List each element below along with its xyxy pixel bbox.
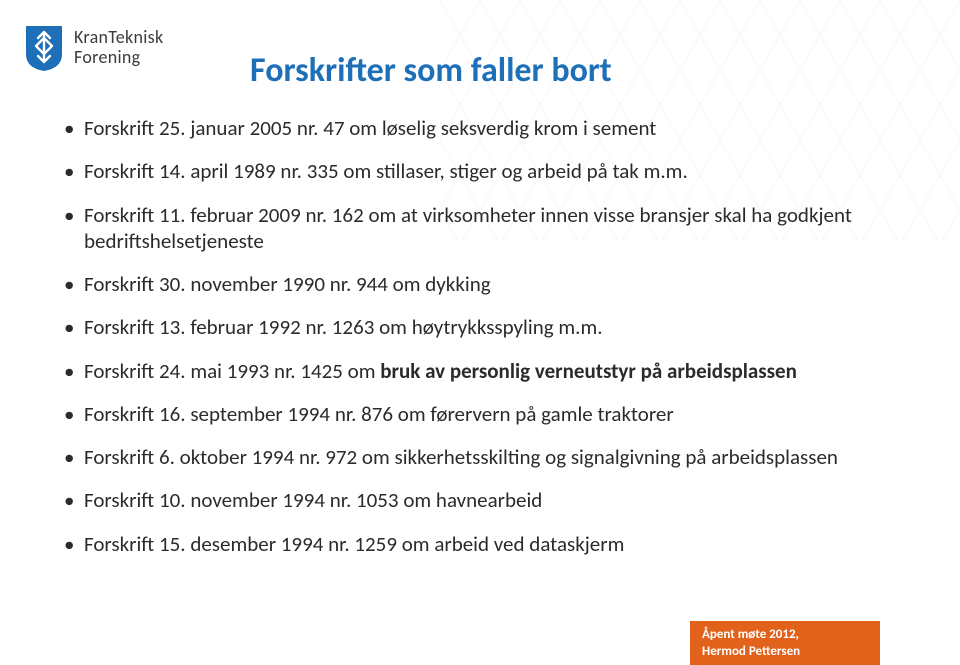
list-item: Forskrift 30. november 1990 nr. 944 om d… xyxy=(60,271,900,297)
list-item: Forskrift 15. desember 1994 nr. 1259 om … xyxy=(60,531,900,557)
footer-line-2: Hermod Pettersen xyxy=(702,644,868,661)
list-item: Forskrift 14. april 1989 nr. 335 om stil… xyxy=(60,158,900,184)
footer-tab: Åpent møte 2012, Hermod Pettersen xyxy=(690,621,880,665)
list-item: Forskrift 10. november 1994 nr. 1053 om … xyxy=(60,487,900,513)
brand-logo: KranTeknisk Forening xyxy=(24,24,163,72)
bullet-list: Forskrift 25. januar 2005 nr. 47 om løse… xyxy=(60,115,900,574)
brand-line-2: Forening xyxy=(74,48,163,68)
list-item: Forskrift 25. januar 2005 nr. 47 om løse… xyxy=(60,115,900,141)
list-item: Forskrift 6. oktober 1994 nr. 972 om sik… xyxy=(60,444,900,470)
slide-title: Forskrifter som faller bort xyxy=(250,50,612,91)
list-item: Forskrift 16. september 1994 nr. 876 om … xyxy=(60,401,900,427)
shield-icon xyxy=(24,24,64,72)
bold-span: bruk av personlig verneutstyr på arbeids… xyxy=(380,358,797,384)
brand-name: KranTeknisk Forening xyxy=(74,28,163,68)
list-item: Forskrift 13. februar 1992 nr. 1263 om h… xyxy=(60,314,900,340)
list-item: Forskrift 24. mai 1993 nr. 1425 om bruk … xyxy=(60,358,900,384)
footer-line-1: Åpent møte 2012, xyxy=(702,627,868,644)
list-item: Forskrift 11. februar 2009 nr. 162 om at… xyxy=(60,202,900,255)
